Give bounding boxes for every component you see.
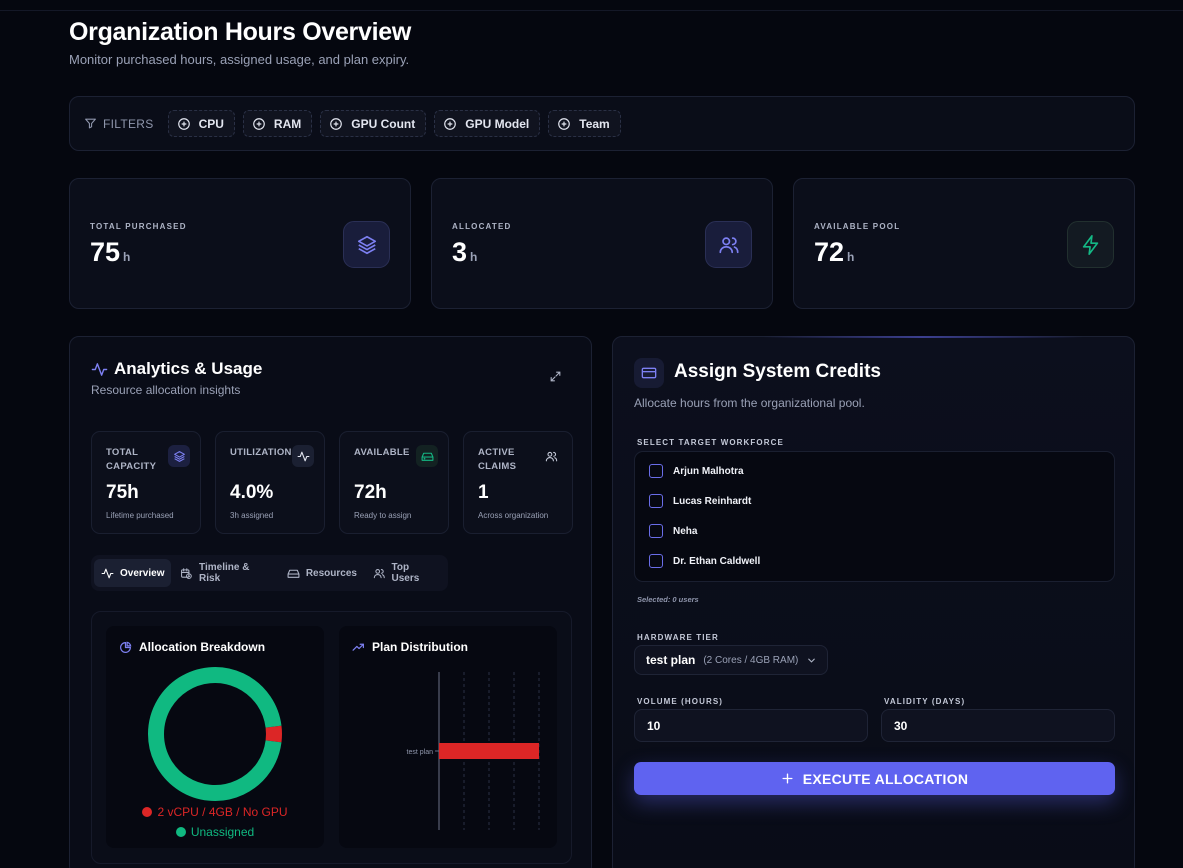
- hard-drive-icon: [416, 445, 438, 467]
- plan-distribution-card: Plan Distribution test plan: [339, 626, 557, 848]
- allocation-breakdown-title: Allocation Breakdown: [139, 640, 266, 654]
- assign-credits-panel: Assign System Credits Allocate hours fro…: [612, 336, 1135, 868]
- hard-drive-icon: [287, 569, 300, 578]
- metric-utilization: UTILIZATION 4.0% 3h assigned: [215, 431, 325, 534]
- filter-chip-gpu-count[interactable]: GPU Count: [320, 110, 427, 137]
- stat-label: TOTAL PURCHASED: [90, 222, 187, 231]
- plus-circle-icon: [177, 117, 190, 130]
- activity-icon: [91, 363, 108, 376]
- filter-chip-team[interactable]: Team: [548, 110, 621, 137]
- users-icon: [540, 445, 562, 467]
- analytics-tabs: Overview Timeline & Risk Resources Top U…: [91, 555, 448, 591]
- stat-label: ALLOCATED: [452, 222, 512, 231]
- plus-circle-icon: [558, 117, 571, 130]
- plus-circle-icon: [253, 117, 265, 130]
- filter-chip-cpu[interactable]: CPU: [167, 110, 235, 137]
- filter-chip-gpu-model[interactable]: GPU Model: [434, 110, 541, 137]
- expand-icon[interactable]: [549, 370, 562, 383]
- metric-active-claims: ACTIVE CLAIMS 1 Across organization: [463, 431, 573, 534]
- workforce-label: SELECT TARGET WORKFORCE: [637, 438, 784, 447]
- tab-resources[interactable]: Resources: [280, 559, 364, 587]
- plus-icon: [782, 773, 793, 784]
- charts-container: Allocation Breakdown 2 vCPU / 4GB / No G…: [91, 611, 572, 864]
- stat-value: 72 h: [814, 237, 855, 267]
- calendar-clock-icon: [181, 567, 193, 579]
- activity-icon: [101, 568, 114, 578]
- bar-test-plan[interactable]: [439, 743, 539, 759]
- filters-label: FILTERS: [84, 117, 154, 131]
- stat-label: AVAILABLE POOL: [814, 222, 901, 231]
- plan-distribution-title: Plan Distribution: [372, 640, 468, 654]
- stat-card-available-pool: AVAILABLE POOL 72 h: [793, 178, 1135, 309]
- analytics-title: Analytics & Usage: [114, 359, 263, 378]
- allocation-donut: [148, 667, 282, 801]
- plus-circle-icon: [330, 117, 343, 130]
- users-icon: [373, 568, 385, 578]
- zap-icon: [1067, 221, 1114, 268]
- checkbox[interactable]: [649, 554, 663, 568]
- activity-icon: [292, 445, 314, 467]
- user-option[interactable]: Dr. Ethan Caldwell: [649, 554, 760, 568]
- checkbox[interactable]: [649, 464, 663, 478]
- filter-bar: FILTERS CPU RAM GPU Count GPU Model Team: [69, 96, 1135, 151]
- allocation-breakdown-card: Allocation Breakdown 2 vCPU / 4GB / No G…: [106, 626, 324, 848]
- tab-timeline-risk[interactable]: Timeline & Risk: [173, 559, 277, 587]
- legend-item-unassigned: Unassigned: [106, 825, 324, 839]
- trending-up-icon: [352, 643, 364, 651]
- analytics-panel: Analytics & Usage Resource allocation in…: [69, 336, 592, 868]
- pie-chart-icon: [120, 641, 132, 653]
- filter-icon: [85, 118, 96, 129]
- legend-item-allocated: 2 vCPU / 4GB / No GPU: [106, 805, 324, 819]
- stat-value: 75 h: [90, 237, 131, 267]
- validity-days-input[interactable]: 30: [881, 709, 1115, 742]
- validity-label: VALIDITY (DAYS): [884, 697, 966, 706]
- user-option[interactable]: Neha: [649, 524, 697, 538]
- page-subtitle: Monitor purchased hours, assigned usage,…: [69, 52, 410, 67]
- chevron-down-icon: [808, 658, 816, 663]
- legend-dot: [175, 827, 186, 837]
- tab-overview[interactable]: Overview: [94, 559, 172, 587]
- metric-available: AVAILABLE 72h Ready to assign: [339, 431, 449, 534]
- legend-dot: [142, 807, 153, 817]
- selected-count: Selected: 0 users: [637, 595, 699, 604]
- donut-slice-unassigned[interactable]: [148, 667, 282, 801]
- page-title: Organization Hours Overview: [69, 18, 411, 46]
- hardware-tier-label: HARDWARE TIER: [637, 633, 719, 642]
- checkbox[interactable]: [649, 524, 663, 538]
- assign-subtitle: Allocate hours from the organizational p…: [634, 396, 865, 410]
- hardware-tier-select[interactable]: test plan (2 Cores / 4GB RAM): [634, 645, 828, 675]
- plan-distribution-chart: test plan: [407, 672, 540, 830]
- top-divider: [0, 10, 1183, 11]
- checkbox[interactable]: [649, 494, 663, 508]
- layers-icon: [168, 445, 190, 467]
- filter-chip-ram[interactable]: RAM: [242, 110, 313, 137]
- user-option[interactable]: Lucas Reinhardt: [649, 494, 751, 508]
- workforce-list: Arjun Malhotra Lucas Reinhardt Neha Dr. …: [634, 451, 1115, 582]
- analytics-subtitle: Resource allocation insights: [91, 383, 241, 397]
- stat-card-total-purchased: TOTAL PURCHASED 75 h: [69, 178, 411, 309]
- y-tick-label: test plan: [407, 749, 434, 756]
- plus-circle-icon: [444, 117, 457, 130]
- user-option[interactable]: Arjun Malhotra: [649, 464, 744, 478]
- volume-label: VOLUME (HOURS): [637, 697, 724, 706]
- metric-total-capacity: TOTAL CAPACITY 75h Lifetime purchased: [91, 431, 201, 534]
- tab-top-users[interactable]: Top Users: [366, 559, 445, 587]
- assign-title: Assign System Credits: [674, 361, 881, 382]
- credit-card-icon: [634, 358, 664, 388]
- panel-accent-glow: [763, 336, 1083, 338]
- layers-icon: [343, 221, 390, 268]
- execute-allocation-button[interactable]: EXECUTE ALLOCATION: [634, 762, 1115, 795]
- users-icon: [705, 221, 752, 268]
- volume-hours-input[interactable]: 10: [634, 709, 868, 742]
